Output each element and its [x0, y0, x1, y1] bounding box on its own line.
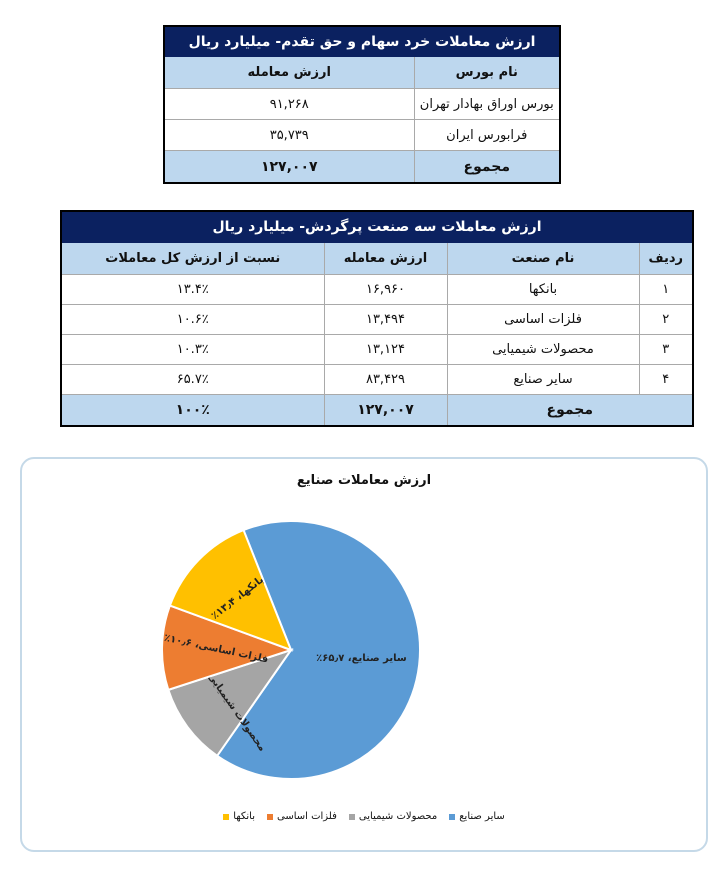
- chart-title: ارزش معاملات صنایع: [296, 473, 432, 488]
- header-exchange-name: نام بورس: [413, 56, 561, 89]
- industry-name: محصولات شیمیایی: [446, 334, 640, 365]
- legend-item: فلزات اساسی: [267, 811, 337, 822]
- header-row-number: ردیف: [638, 242, 694, 275]
- row-number: ۳: [638, 334, 694, 365]
- total-row: مجموع ۱۲۷,۰۰۷ ۱۰۰٪: [60, 394, 694, 427]
- trade-value: ۹۱,۲۶۸: [163, 88, 415, 120]
- header-trade-value: ارزش معامله: [323, 242, 448, 275]
- trade-value: ۸۳,۴۲۹: [323, 364, 448, 395]
- legend-swatch-icon: [223, 813, 230, 820]
- trade-value: ۱۳,۱۲۴: [323, 334, 448, 365]
- pie-slice: [161, 604, 295, 692]
- trade-value: ۱۶,۹۶۰: [323, 274, 448, 305]
- table-row: ۲ فلزات اساسی ۱۳,۴۹۴ ۱۰.۶٪: [60, 304, 694, 335]
- trade-value: ۳۵,۷۳۹: [163, 119, 415, 151]
- legend-swatch-icon: [348, 813, 355, 820]
- industry-name: سایر صنایع: [446, 364, 640, 395]
- industry-name: بانکها: [446, 274, 640, 305]
- legend-item: محصولات شیمیایی: [348, 811, 438, 822]
- total-row: مجموع ۱۲۷,۰۰۷: [163, 150, 561, 184]
- industry-trade-value-table: ارزش معاملات سه صنعت پرگردش- میلیارد ریا…: [60, 210, 694, 427]
- share: ۱۰.۳٪: [60, 334, 325, 365]
- legend-swatch-icon: [267, 813, 273, 820]
- share: ۱۰.۶٪: [60, 304, 325, 335]
- total-label: مجموع: [413, 150, 561, 184]
- slice-data-label: سایر صنایع، ۶۵٫۷٪: [316, 653, 407, 664]
- row-number: ۲: [638, 304, 694, 335]
- table-row: ۴ سایر صنایع ۸۳,۴۲۹ ۶۵.۷٪: [60, 364, 694, 395]
- pie-chart: سایر صنایع، ۶۵٫۷٪محصولات شیمیایی، ۱۰٫۳٪ف…: [161, 520, 421, 780]
- chart-legend: سایر صنایع محصولات شیمیایی فلزات اساسی بانک…: [22, 811, 706, 822]
- header-industry-name: نام صنعت: [446, 242, 640, 275]
- pie-slice: [167, 648, 294, 758]
- header-trade-value: ارزش معامله: [163, 56, 415, 89]
- row-number: ۴: [638, 364, 694, 395]
- pie-chart-frame: ارزش معاملات صنایع سایر صنایع، ۶۵٫۷٪ محصو…: [20, 457, 708, 852]
- legend-swatch-icon: [449, 813, 456, 820]
- table-row: ۳ محصولات شیمیایی ۱۳,۱۲۴ ۱۰.۳٪: [60, 334, 694, 365]
- exchange-name: فرابورس ایران: [413, 119, 561, 151]
- exchange-name: بورس اوراق بهادار تهران: [413, 88, 561, 120]
- header-share: نسبت از ارزش کل معاملات: [60, 242, 325, 275]
- table-row: فرابورس ایران ۳۵,۷۳۹: [163, 119, 561, 151]
- total-share: ۱۰۰٪: [60, 394, 325, 427]
- legend-item: بانکها: [223, 811, 255, 822]
- pie-slice: [215, 520, 421, 780]
- total-label: مجموع: [446, 394, 694, 427]
- total-trade-value: ۱۲۷,۰۰۷: [323, 394, 448, 427]
- legend-item: سایر صنایع: [449, 811, 505, 822]
- share: ۱۳.۴٪: [60, 274, 325, 305]
- legend-label: بانکها: [233, 811, 255, 822]
- table-row: بورس اوراق بهادار تهران ۹۱,۲۶۸: [163, 88, 561, 120]
- pie-slice: [168, 528, 293, 652]
- trade-value: ۱۳,۴۹۴: [323, 304, 448, 335]
- row-number: ۱: [638, 274, 694, 305]
- total-trade-value: ۱۲۷,۰۰۷: [163, 150, 415, 184]
- legend-label: محصولات شیمیایی: [358, 811, 438, 822]
- table-title: ارزش معاملات خرد سهام و حق تقدم- میلیارد…: [164, 26, 560, 57]
- legend-label: سایر صنایع: [459, 811, 505, 822]
- share: ۶۵.۷٪: [60, 364, 325, 395]
- industry-name: فلزات اساسی: [446, 304, 640, 335]
- exchange-trade-value-table: ارزش معاملات خرد سهام و حق تقدم- میلیارد…: [163, 25, 561, 184]
- legend-label: فلزات اساسی: [277, 811, 337, 822]
- table-title: ارزش معاملات سه صنعت پرگردش- میلیارد ریا…: [61, 211, 693, 243]
- table-row: ۱ بانکها ۱۶,۹۶۰ ۱۳.۴٪: [60, 274, 694, 305]
